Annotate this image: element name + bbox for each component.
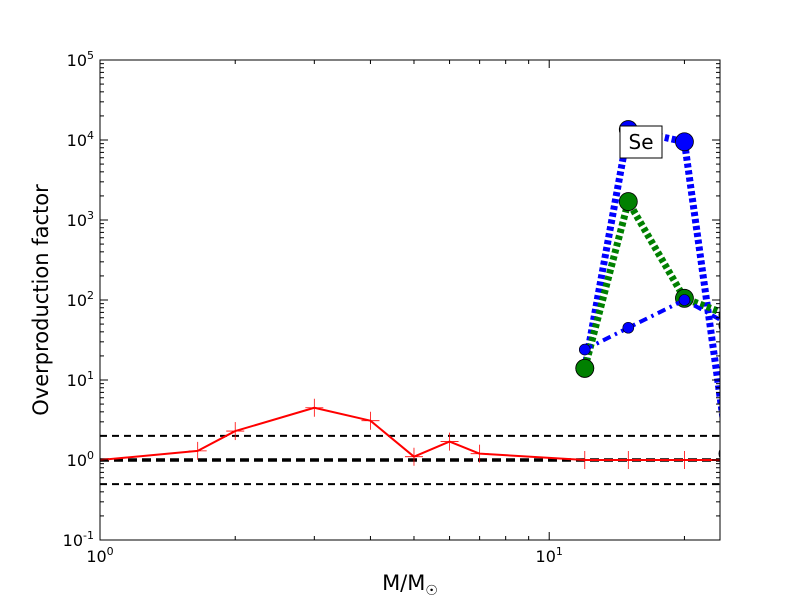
x-tick-label: 101 [536, 545, 563, 566]
data-point [718, 309, 720, 320]
y-tick-label: 103 [67, 209, 94, 230]
sun-symbol: ☉ [425, 583, 438, 599]
annotation-box [619, 125, 663, 159]
data-point [675, 132, 694, 152]
data-point [578, 343, 591, 356]
y-tick-label: 100 [67, 449, 94, 470]
data-point [722, 319, 733, 330]
x-axis-label: M/M☉ [382, 571, 438, 599]
y-tick-label: 104 [67, 129, 94, 150]
data-point [718, 448, 720, 459]
annotation-label: Se [629, 130, 654, 154]
data-point [618, 192, 638, 211]
y-tick-label: 101 [67, 369, 94, 390]
data-point [718, 320, 720, 331]
y-tick-label: 102 [67, 289, 94, 310]
x-tick-label: 100 [86, 545, 113, 566]
axis-ticks [99, 59, 720, 541]
series-line-0 [100, 406, 720, 461]
y-axis-label: Overproduction factor [29, 184, 53, 416]
series-line-3 [583, 298, 720, 352]
plot-area [100, 120, 733, 486]
data-point [575, 358, 595, 378]
series-line-1 [581, 126, 720, 422]
data-point [622, 321, 635, 334]
data-point [678, 294, 691, 306]
y-tick-label: 105 [67, 49, 94, 70]
series-line-2 [581, 198, 720, 370]
element-annotation: Se [619, 125, 663, 159]
